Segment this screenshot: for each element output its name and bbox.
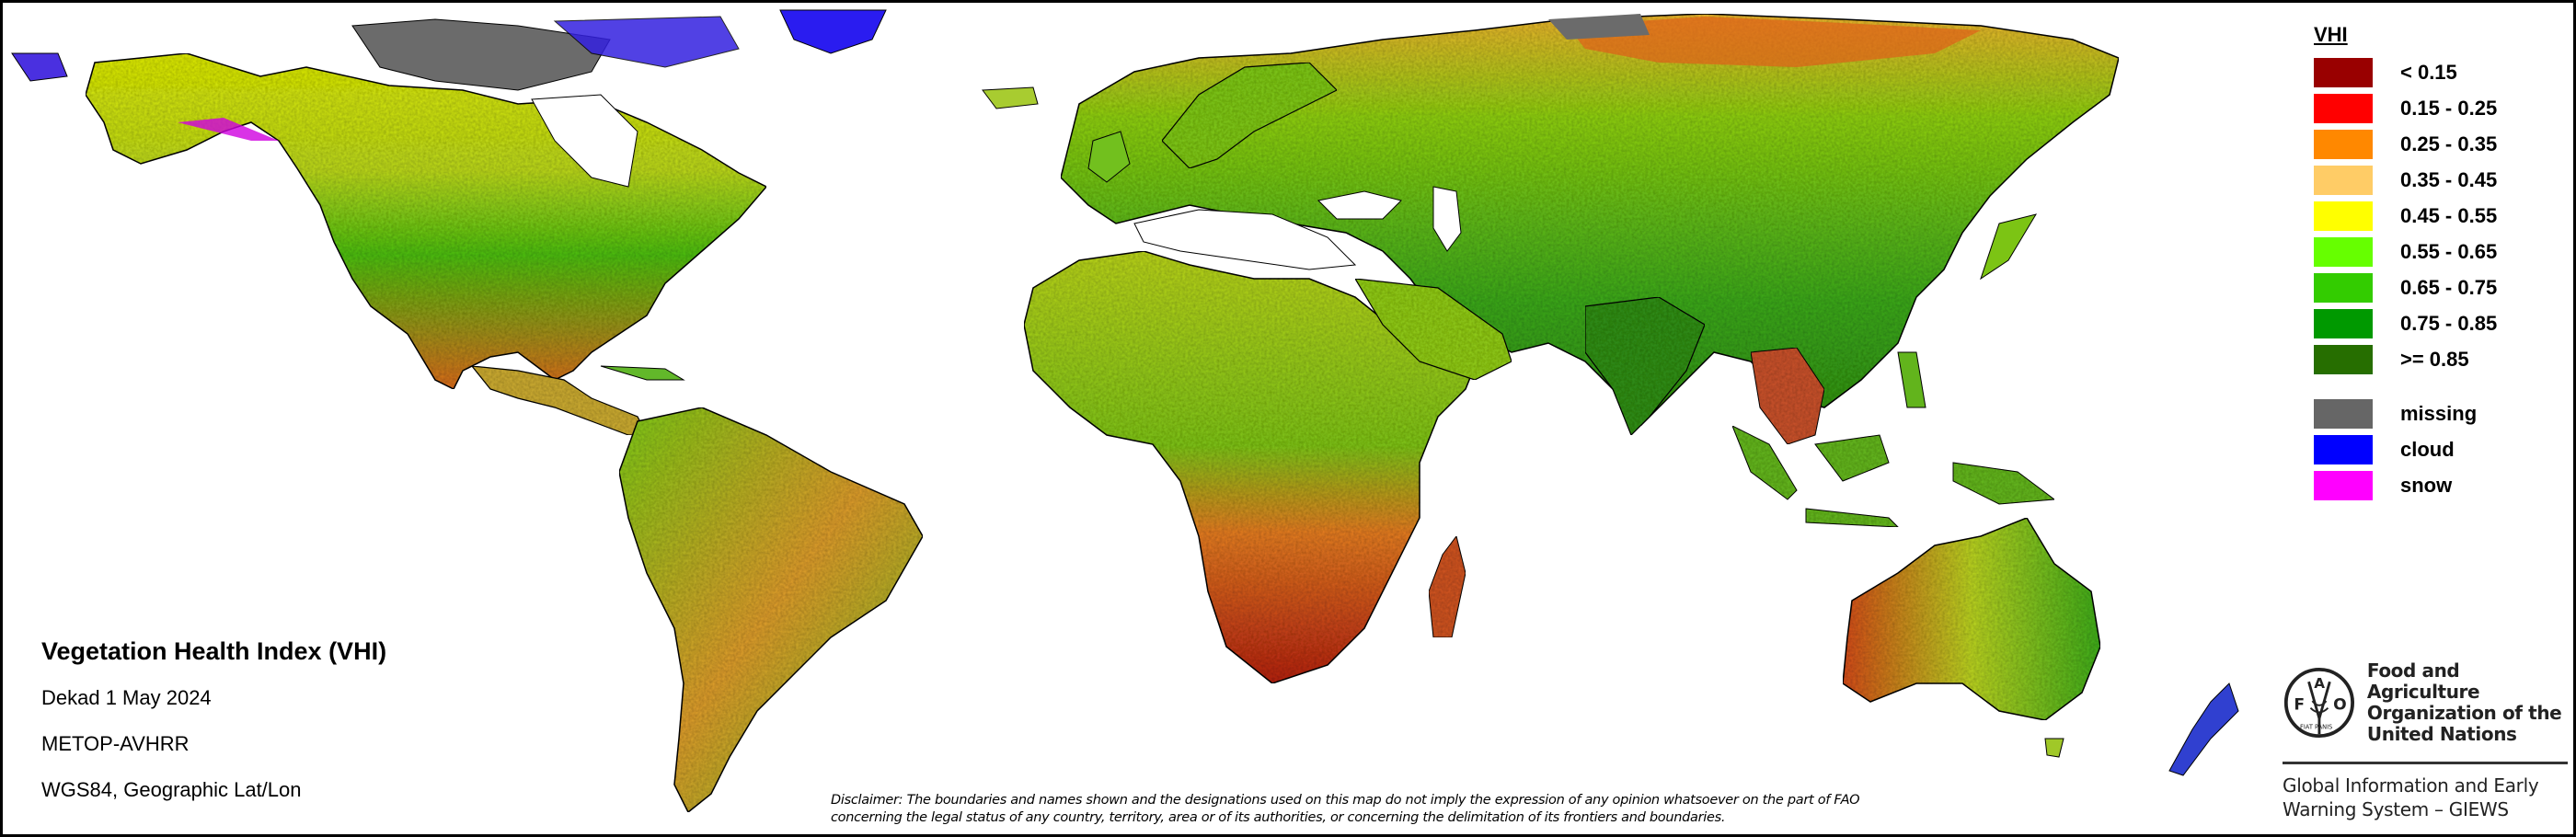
legend-item: 0.25 - 0.35	[2314, 126, 2497, 162]
legend-swatch	[2314, 57, 2373, 87]
legend-item: snow	[2314, 467, 2497, 503]
british-isles	[1087, 131, 1131, 183]
caspian-sea	[1432, 186, 1462, 252]
legend-item: missing	[2314, 396, 2497, 431]
australia-region	[1842, 517, 2101, 721]
legend-swatch	[2314, 308, 2373, 338]
legend-swatch	[2314, 201, 2373, 231]
legend-label: >= 0.85	[2400, 347, 2469, 371]
fao-logo-icon: F A O FIAT PANIS	[2283, 667, 2354, 739]
legend-swatch	[2314, 165, 2373, 195]
legend-label: 0.65 - 0.75	[2400, 275, 2498, 299]
legend-item: 0.45 - 0.55	[2314, 198, 2497, 234]
mediterranean-sea	[1133, 209, 1357, 270]
legend-label: snow	[2400, 473, 2453, 497]
legend-classes: < 0.15 0.15 - 0.25 0.25 - 0.35 0.35 - 0.45 0…	[2314, 54, 2497, 377]
tasmania	[2044, 738, 2064, 758]
legend-label: 0.15 - 0.25	[2400, 96, 2498, 120]
legend-item: cloud	[2314, 431, 2497, 467]
fao-logo-f: F	[2294, 696, 2305, 715]
greenland-region	[779, 9, 887, 54]
legend-swatch	[2314, 272, 2373, 303]
alaska-snow-streak	[178, 118, 279, 141]
scandinavia-region	[1161, 62, 1339, 169]
legend-label: 0.75 - 0.85	[2400, 311, 2498, 335]
world-vhi-map	[11, 9, 2239, 814]
legend-item: 0.35 - 0.45	[2314, 162, 2497, 198]
map-title: Vegetation Health Index (VHI)	[41, 637, 387, 665]
legend-label: 0.55 - 0.65	[2400, 239, 2498, 263]
fao-organization-name: Food and Agriculture Organization of the…	[2366, 659, 2562, 745]
chukotka-region	[11, 52, 68, 82]
disclaimer-line-1: Disclaimer: The boundaries and names sho…	[831, 793, 1860, 808]
legend-item: 0.55 - 0.65	[2314, 234, 2497, 269]
madagascar	[1428, 534, 1466, 638]
indochina-region	[1750, 347, 1825, 445]
legend-item: 0.15 - 0.25	[2314, 90, 2497, 126]
legend-swatch	[2314, 93, 2373, 123]
legend-label: 0.45 - 0.55	[2400, 203, 2498, 227]
arctic-archipelago-region	[351, 18, 611, 91]
map-projection: WGS84, Geographic Lat/Lon	[41, 778, 302, 801]
new-zealand	[2168, 682, 2239, 776]
india-region	[1584, 296, 1706, 437]
arctic-cloud-region	[553, 16, 740, 68]
legend-item: 0.65 - 0.75	[2314, 269, 2497, 305]
fao-logo-o: O	[2333, 696, 2347, 715]
black-sea	[1317, 190, 1402, 220]
disclaimer: Disclaimer: The boundaries and names sho…	[831, 792, 1860, 827]
indonesia-region	[1731, 424, 2056, 528]
disclaimer-line-2: concerning the legal status of any count…	[831, 810, 1726, 825]
map-period: Dekad 1 May 2024	[41, 686, 212, 709]
vhi-legend: VHI < 0.15 0.15 - 0.25 0.25 - 0.35 0.35 - 0…	[2314, 23, 2497, 503]
legend-title: VHI	[2314, 23, 2348, 46]
africa-region	[1023, 250, 1486, 684]
legend-item: 0.75 - 0.85	[2314, 305, 2497, 341]
legend-label: 0.35 - 0.45	[2400, 167, 2498, 191]
divider	[2283, 762, 2568, 764]
south-america-region	[618, 407, 924, 814]
legend-label: 0.25 - 0.35	[2400, 132, 2498, 155]
iceland	[982, 86, 1039, 109]
siberia-missing-region	[1548, 14, 1650, 40]
legend-label: < 0.15	[2400, 60, 2457, 84]
japan-islands	[1980, 213, 2038, 281]
giews-system-name: Global Information and Early Warning Sys…	[2283, 774, 2539, 820]
hudson-bay	[531, 94, 638, 188]
legend-label: cloud	[2400, 437, 2455, 461]
legend-special-classes: missing cloud snow	[2314, 396, 2497, 503]
legend-swatch	[2314, 344, 2373, 374]
north-america-region	[85, 52, 768, 391]
legend-swatch	[2314, 398, 2373, 429]
caribbean-islands	[600, 365, 685, 381]
fao-logo-motto: FIAT PANIS	[2300, 724, 2332, 731]
legend-swatch	[2314, 434, 2373, 464]
map-info: Vegetation Health Index (VHI) Dekad 1 Ma…	[41, 637, 386, 824]
siberia-north-region	[1567, 17, 1981, 67]
fao-logo-a: A	[2314, 675, 2325, 692]
legend-swatch	[2314, 236, 2373, 267]
fao-branding: F A O FIAT PANIS Food and Agriculture Or…	[2283, 660, 2568, 821]
map-sensor: METOP-AVHRR	[41, 732, 190, 755]
legend-swatch	[2314, 129, 2373, 159]
legend-swatch	[2314, 470, 2373, 500]
arabian-peninsula-region	[1353, 278, 1512, 381]
legend-item: < 0.15	[2314, 54, 2497, 90]
legend-label: missing	[2400, 401, 2478, 425]
legend-item: >= 0.85	[2314, 341, 2497, 377]
philippines-islands	[1897, 351, 1926, 408]
